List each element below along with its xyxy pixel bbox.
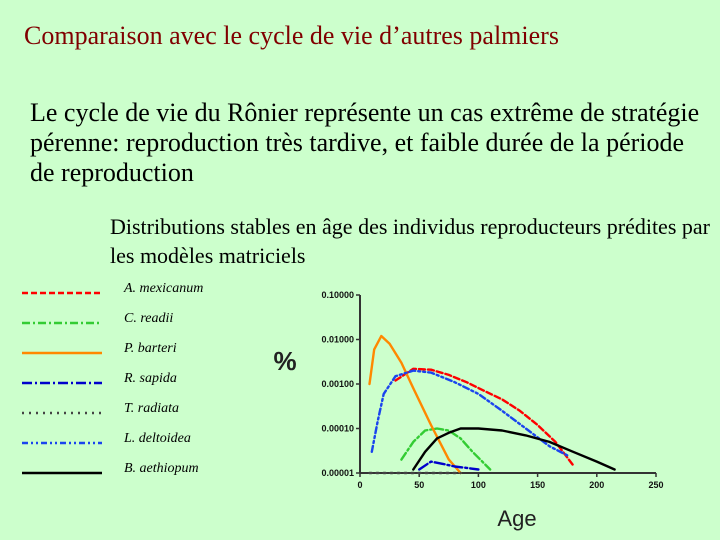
y-axis-ticks: 0.00001 0.00010 0.00100 0.01000 0.10000 — [321, 290, 360, 478]
x-tick-label: 100 — [471, 480, 486, 490]
series-line — [400, 427, 492, 471]
legend-label: A. mexicanum — [123, 281, 203, 296]
legend-label: B. aethiopum — [124, 461, 199, 476]
plot-series — [368, 334, 616, 475]
chart-subtitle: Distributions stables en âge des individ… — [110, 214, 710, 268]
x-tick-label: 200 — [589, 480, 604, 490]
legend-label: C. readii — [124, 311, 173, 326]
legend-label: L. deltoidea — [123, 431, 191, 446]
y-tick-label: 0.00001 — [321, 468, 354, 478]
series-line — [368, 334, 462, 475]
x-axis-ticks: 0 50 100 150 200 250 — [357, 473, 664, 490]
chart-legend: A. mexicanum C. readii P. barteri R. sapida… — [22, 281, 203, 476]
y-tick-label: 0.00100 — [321, 379, 354, 389]
series-line — [418, 460, 480, 471]
slide-title: Comparaison avec le cycle de vie d’autre… — [24, 21, 559, 50]
x-tick-label: 50 — [414, 480, 424, 490]
legend-label: R. sapida — [123, 371, 177, 386]
x-axis-title: Age — [497, 506, 536, 531]
y-tick-label: 0.01000 — [321, 335, 354, 345]
slide-body-text: Le cycle de vie du Rônier représente un … — [30, 98, 700, 187]
x-tick-label: 150 — [530, 480, 545, 490]
chart-axes — [359, 295, 656, 474]
y-axis-unit-label: % — [273, 346, 296, 376]
series-line — [412, 427, 616, 471]
y-tick-label: 0.10000 — [321, 290, 354, 300]
x-tick-label: 250 — [648, 480, 663, 490]
legend-label: T. radiata — [124, 401, 179, 416]
age-distribution-chart: A. mexicanum C. readii P. barteri R. sapida… — [22, 281, 664, 531]
series-line — [370, 369, 569, 457]
legend-label: P. barteri — [123, 341, 177, 356]
y-tick-label: 0.00010 — [321, 424, 354, 434]
x-tick-label: 0 — [357, 480, 362, 490]
series-line — [394, 367, 575, 467]
